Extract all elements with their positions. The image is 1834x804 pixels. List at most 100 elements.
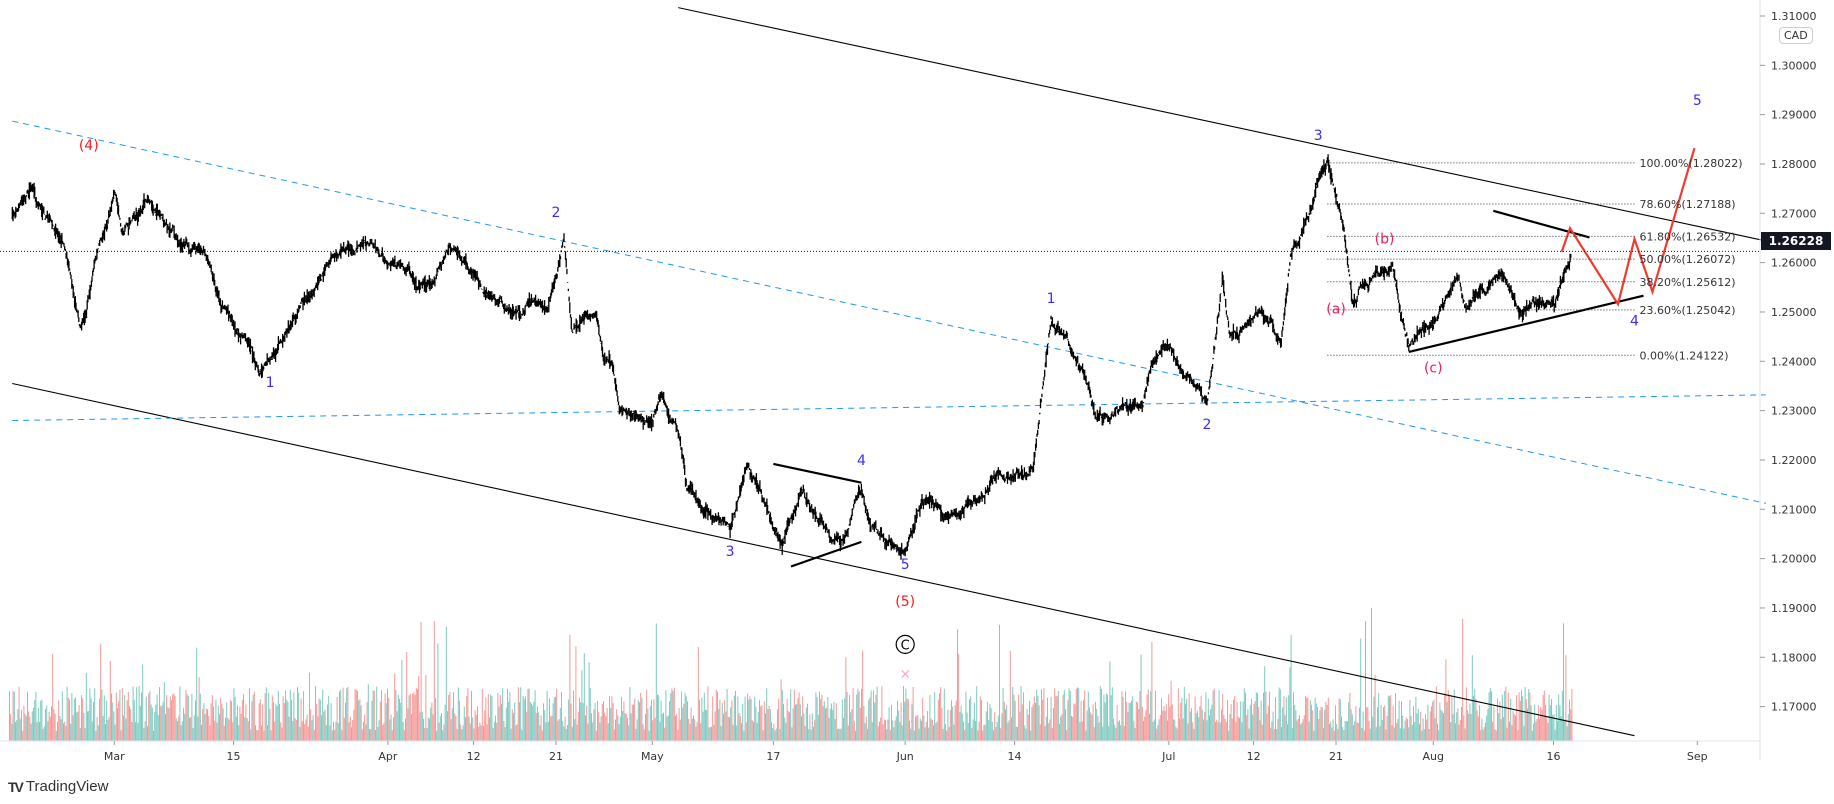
volume-bar bbox=[447, 711, 448, 741]
volume-bar bbox=[1096, 708, 1098, 741]
volume-bar bbox=[1343, 730, 1345, 741]
volume-bar bbox=[1162, 710, 1164, 741]
volume-bar bbox=[395, 689, 397, 741]
volume-bar bbox=[687, 701, 688, 741]
volume-bar bbox=[1045, 716, 1047, 741]
volume-bar bbox=[641, 697, 643, 741]
volume-bar bbox=[407, 708, 409, 741]
volume-bar bbox=[1531, 730, 1533, 741]
volume-bar bbox=[1369, 728, 1371, 741]
volume-bar bbox=[1335, 705, 1336, 741]
volume-bar bbox=[726, 688, 728, 741]
volume-bar bbox=[913, 730, 915, 741]
volume-bar bbox=[1000, 728, 1002, 741]
volume-bar bbox=[306, 714, 308, 741]
volume-bar bbox=[219, 714, 220, 741]
volume-bar bbox=[747, 693, 748, 741]
wave-label: 5 bbox=[901, 557, 910, 573]
volume-bar bbox=[217, 705, 219, 741]
volume-bar bbox=[46, 705, 48, 741]
volume-bar bbox=[1264, 666, 1266, 741]
volume-bar bbox=[1547, 722, 1549, 741]
volume-bar bbox=[1314, 697, 1316, 741]
volume-bar bbox=[648, 730, 650, 741]
time-axis[interactable]: Mar 15 Apr 12 21 May 17 Jun 14 Jul 12 21 Aug 16 Sep bbox=[104, 741, 1708, 763]
volume-bar bbox=[1008, 720, 1010, 741]
volume-bar bbox=[645, 713, 646, 741]
volume-bar bbox=[1441, 711, 1443, 741]
volume-bar bbox=[361, 729, 363, 741]
volume-bar bbox=[550, 716, 552, 741]
volume-bar bbox=[96, 716, 98, 741]
volume-bar bbox=[570, 703, 572, 741]
volume-bar bbox=[1452, 714, 1454, 741]
volume-bar bbox=[1144, 716, 1146, 741]
volume-bar bbox=[171, 700, 172, 741]
volume-bar bbox=[1025, 728, 1027, 741]
volume-bar bbox=[1053, 708, 1054, 741]
volume-bar bbox=[533, 701, 535, 741]
volume-bar bbox=[292, 721, 294, 741]
volume-bar bbox=[456, 729, 458, 741]
volume-bar bbox=[1275, 697, 1276, 741]
wave-label: 4 bbox=[1630, 313, 1639, 329]
volume-bar bbox=[1177, 688, 1179, 741]
volume-bar bbox=[994, 712, 996, 741]
volume-bar bbox=[112, 702, 114, 741]
volume-bar bbox=[1282, 707, 1284, 741]
volume-bar bbox=[1079, 722, 1081, 741]
volume-bar bbox=[15, 722, 16, 741]
volume-bar bbox=[39, 721, 40, 741]
volume-bar bbox=[1570, 709, 1572, 741]
volume-bar bbox=[1420, 712, 1422, 741]
volume-bar bbox=[276, 705, 278, 741]
volume-bar bbox=[1354, 721, 1356, 741]
volume-bar bbox=[1397, 719, 1399, 741]
volume-bar bbox=[82, 698, 84, 741]
fibonacci-retracement[interactable]: 100.00%(1.28022) 78.60%(1.27188) 61.80%(1.… bbox=[1327, 157, 1743, 362]
volume-bar bbox=[1421, 730, 1423, 741]
volume-bar bbox=[1252, 714, 1254, 741]
volume-bar bbox=[727, 716, 729, 741]
volume-bar bbox=[894, 720, 896, 741]
volume-bar bbox=[987, 702, 988, 741]
volume-bar bbox=[628, 725, 630, 741]
volume-bar bbox=[952, 706, 954, 741]
volume-bar bbox=[918, 728, 920, 741]
volume-bar bbox=[136, 687, 138, 741]
volume-bar bbox=[1120, 725, 1122, 741]
volume-bar bbox=[891, 704, 892, 741]
time-tick-label: 21 bbox=[1329, 750, 1343, 763]
volume-bar bbox=[220, 697, 222, 741]
tradingview-logo[interactable]: TV TradingView bbox=[8, 778, 108, 795]
volume-bar bbox=[810, 729, 812, 741]
volume-bar bbox=[214, 720, 216, 741]
volume-bar bbox=[125, 718, 127, 741]
volume-bar bbox=[157, 715, 159, 741]
volume-bar bbox=[457, 687, 459, 741]
volume-bar bbox=[1104, 702, 1106, 741]
volume-bar bbox=[671, 688, 673, 741]
volume-bar bbox=[1147, 689, 1149, 741]
volume-bar bbox=[706, 709, 708, 741]
volume-bar bbox=[847, 725, 849, 741]
volume-bar bbox=[1012, 686, 1014, 741]
volume-bar bbox=[288, 716, 290, 741]
volume-bar bbox=[45, 709, 46, 741]
volume-bar bbox=[1087, 691, 1089, 741]
price-axis[interactable]: 1.31000 1.30000 1.29000 1.28000 1.27000 1.260… bbox=[1760, 10, 1817, 714]
volume-bar bbox=[863, 706, 865, 741]
volume-bar bbox=[1365, 621, 1366, 741]
volume-bar bbox=[525, 696, 526, 741]
volume-bar bbox=[42, 728, 44, 741]
volume-bar bbox=[1061, 714, 1063, 741]
volume-bar bbox=[657, 694, 658, 741]
volume-bar bbox=[1474, 689, 1476, 741]
volume-bar bbox=[1049, 719, 1051, 741]
volume-bar bbox=[1377, 707, 1378, 741]
volume-bar bbox=[777, 709, 778, 741]
volume-bar bbox=[1243, 688, 1245, 741]
volume-bar bbox=[1546, 716, 1548, 741]
volume-bar bbox=[838, 728, 840, 741]
